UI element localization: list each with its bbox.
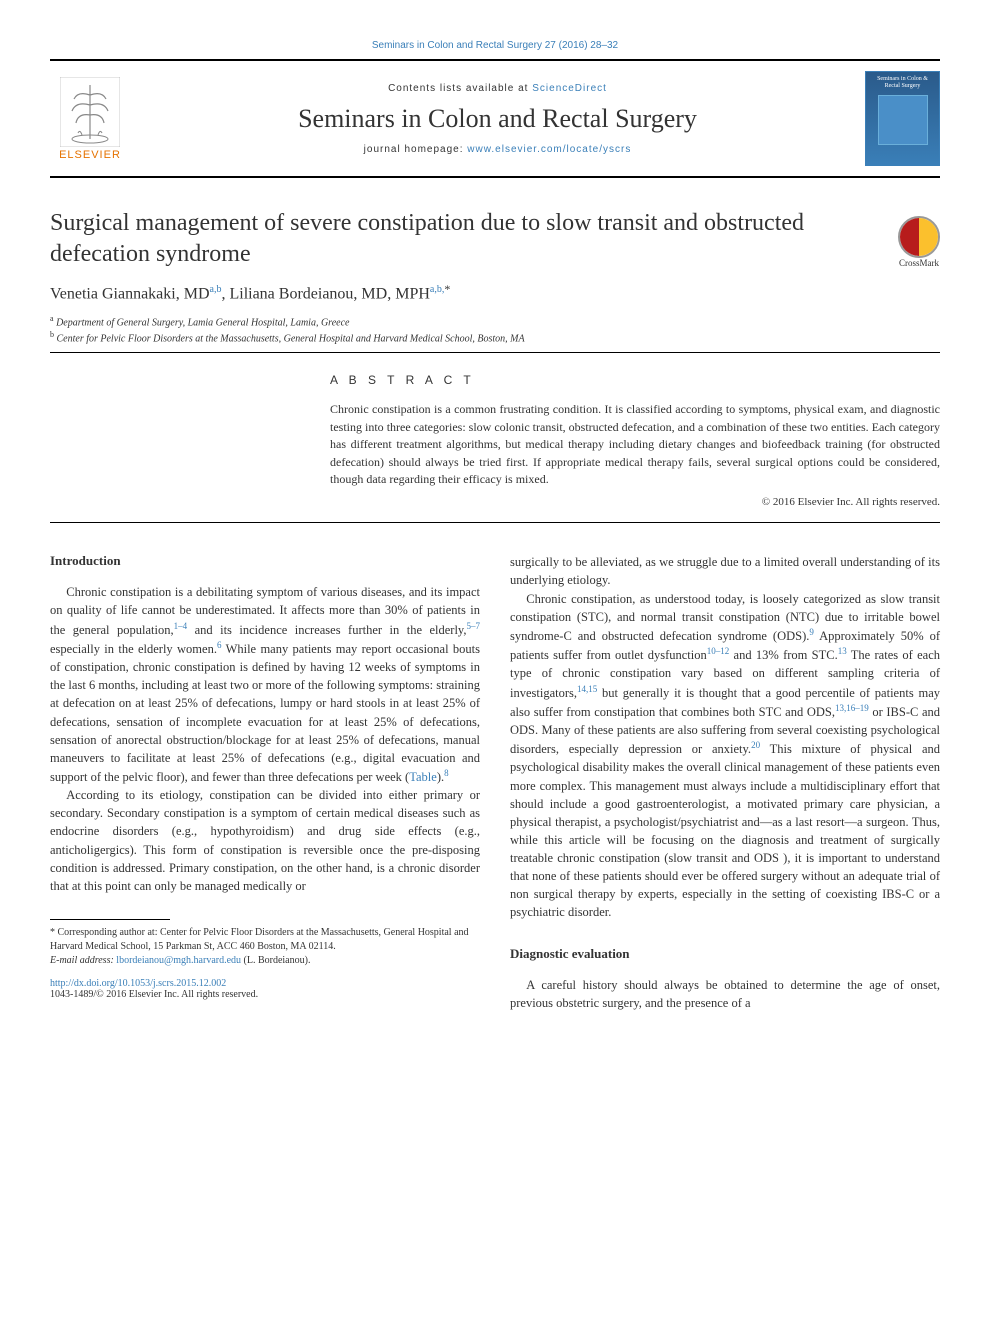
elsevier-tree-icon (60, 77, 120, 147)
crossmark-icon (898, 216, 940, 258)
abstract-block: A B S T R A C T Chronic constipation is … (330, 373, 940, 508)
author-email-link[interactable]: lbordeianou@mgh.harvard.edu (116, 955, 241, 966)
contents-available-line: Contents lists available at ScienceDirec… (130, 83, 865, 94)
body-paragraph: Chronic constipation, as understood toda… (510, 590, 940, 922)
affiliation-a: a Department of General Surgery, Lamia G… (50, 314, 940, 328)
journal-homepage-link[interactable]: www.elsevier.com/locate/yscrs (467, 144, 631, 155)
journal-citation-link[interactable]: Seminars in Colon and Rectal Surgery 27 … (50, 40, 940, 51)
divider (50, 352, 940, 353)
cover-title: Seminars in Colon & Rectal Surgery (870, 76, 935, 89)
authors-line: Venetia Giannakaki, MDa,b, Liliana Borde… (50, 284, 940, 303)
journal-cover-thumbnail[interactable]: Seminars in Colon & Rectal Surgery (865, 71, 940, 166)
journal-name: Seminars in Colon and Rectal Surgery (130, 104, 865, 134)
body-paragraph: Chronic constipation is a debilitating s… (50, 583, 480, 786)
article-title: Surgical management of severe constipati… (50, 208, 878, 270)
masthead-center: Contents lists available at ScienceDirec… (130, 83, 865, 155)
affiliation-b: b Center for Pelvic Floor Disorders at t… (50, 330, 940, 344)
email-suffix: (L. Bordeianou). (244, 955, 311, 966)
footnote-divider (50, 919, 170, 920)
sciencedirect-link[interactable]: ScienceDirect (532, 83, 607, 94)
crossmark-label: CrossMark (899, 258, 939, 268)
email-footnote: E-mail address: lbordeianou@mgh.harvard.… (50, 954, 480, 968)
column-right: surgically to be alleviated, as we strug… (510, 553, 940, 1012)
publisher-name: ELSEVIER (59, 149, 121, 161)
cover-image-placeholder (878, 95, 928, 145)
column-left: Introduction Chronic constipation is a d… (50, 553, 480, 1012)
body-paragraph: According to its etiology, constipation … (50, 786, 480, 895)
crossmark-widget[interactable]: CrossMark (898, 216, 940, 268)
section-heading-diagnostic: Diagnostic evaluation (510, 946, 940, 962)
section-heading-introduction: Introduction (50, 553, 480, 569)
abstract-text: Chronic constipation is a common frustra… (330, 401, 940, 488)
divider (50, 522, 940, 523)
contents-prefix: Contents lists available at (388, 83, 532, 94)
homepage-prefix: journal homepage: (364, 144, 468, 155)
doi-block: http://dx.doi.org/10.1053/j.scrs.2015.12… (50, 978, 480, 1000)
journal-homepage-line: journal homepage: www.elsevier.com/locat… (130, 144, 865, 155)
body-paragraph: A careful history should always be obtai… (510, 976, 940, 1012)
publisher-logo[interactable]: ELSEVIER (50, 77, 130, 161)
corresponding-author-footnote: * Corresponding author at: Center for Pe… (50, 926, 480, 954)
doi-link[interactable]: http://dx.doi.org/10.1053/j.scrs.2015.12… (50, 978, 226, 989)
body-paragraph: surgically to be alleviated, as we strug… (510, 553, 940, 589)
abstract-heading: A B S T R A C T (330, 373, 940, 387)
journal-masthead: ELSEVIER Contents lists available at Sci… (50, 59, 940, 178)
abstract-copyright: © 2016 Elsevier Inc. All rights reserved… (330, 496, 940, 508)
body-columns: Introduction Chronic constipation is a d… (50, 553, 940, 1012)
email-label: E-mail address: (50, 955, 114, 966)
issn-copyright: 1043-1489/© 2016 Elsevier Inc. All right… (50, 989, 258, 1000)
